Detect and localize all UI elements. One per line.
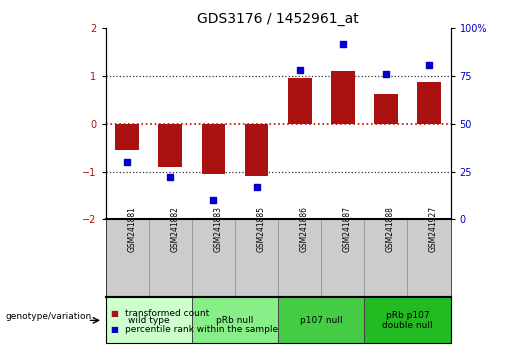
Bar [245, 124, 268, 176]
Bar [288, 79, 312, 124]
Bar [331, 71, 355, 124]
Bar [106, 297, 192, 343]
Text: p107 null: p107 null [300, 316, 342, 325]
Bar [192, 297, 278, 343]
Bar [417, 82, 441, 124]
Bar [115, 124, 139, 150]
Point [123, 159, 131, 165]
Point [425, 62, 433, 68]
Text: ■: ■ [111, 309, 118, 318]
Text: GSM241887: GSM241887 [343, 206, 352, 252]
Text: GSM241888: GSM241888 [386, 206, 395, 252]
Point [339, 41, 347, 46]
Text: GSM241882: GSM241882 [170, 206, 179, 252]
Title: GDS3176 / 1452961_at: GDS3176 / 1452961_at [197, 12, 359, 26]
Bar [365, 297, 451, 343]
Text: GSM241885: GSM241885 [256, 206, 266, 252]
Bar [201, 124, 225, 174]
Point [382, 72, 390, 77]
Text: wild type: wild type [128, 316, 169, 325]
Bar [374, 94, 398, 124]
Text: GSM241927: GSM241927 [429, 206, 438, 252]
Point [252, 184, 261, 190]
Text: percentile rank within the sample: percentile rank within the sample [125, 325, 278, 335]
Bar [278, 297, 364, 343]
Bar [159, 124, 182, 167]
Text: GSM241886: GSM241886 [300, 206, 308, 252]
Point [296, 68, 304, 73]
Text: pRb p107
double null: pRb p107 double null [382, 311, 433, 330]
Text: genotype/variation: genotype/variation [5, 312, 91, 321]
Text: transformed count: transformed count [125, 309, 210, 318]
Text: GSM241881: GSM241881 [127, 206, 136, 252]
Text: GSM241883: GSM241883 [213, 206, 222, 252]
Text: ■: ■ [111, 325, 118, 335]
Point [209, 198, 217, 203]
Text: pRb null: pRb null [216, 316, 254, 325]
Point [166, 175, 175, 180]
